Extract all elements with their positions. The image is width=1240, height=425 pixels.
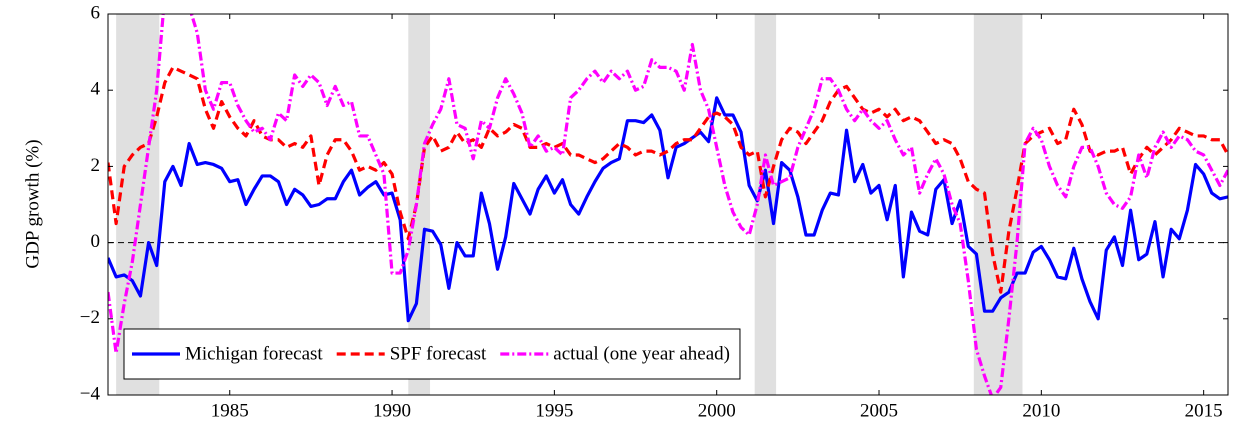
series-line <box>108 96 1228 323</box>
legend-label: Michigan forecast <box>185 343 323 364</box>
legend-label: actual (one year ahead) <box>553 343 730 364</box>
y-tick-label: 0 <box>91 231 101 252</box>
legend-label: SPF forecast <box>390 343 487 364</box>
legend-box <box>123 328 741 380</box>
y-tick-label: 6 <box>91 2 101 23</box>
legend: Michigan forecast SPF forecast actual (one… <box>123 328 741 380</box>
recession-band <box>408 14 431 395</box>
y-axis-label: GDP growth (%) <box>22 139 43 268</box>
x-tick-label: 1995 <box>535 400 573 421</box>
y-tick-label: 2 <box>91 155 101 176</box>
legend-item: actual (one year ahead) <box>500 343 730 364</box>
y-tick-label: −2 <box>80 307 100 328</box>
x-tick-label: 1990 <box>373 400 411 421</box>
x-tick-label: 2010 <box>1022 400 1060 421</box>
y-tick-label: 4 <box>91 79 101 100</box>
y-tick-label: −4 <box>80 383 101 404</box>
lines-layer <box>108 14 1228 395</box>
series-line <box>108 14 1228 395</box>
axes-layer: −4 −2 0 2 4 6 1985 1990 1995 2000 2005 2010 2015 <box>80 2 1228 421</box>
plot-frame <box>107 13 1229 396</box>
x-tick-label: 2000 <box>698 400 736 421</box>
legend-item: SPF forecast <box>336 343 487 364</box>
x-tick-label: 2015 <box>1185 400 1223 421</box>
series-line <box>108 65 1228 294</box>
x-tick-label: 2005 <box>860 400 898 421</box>
legend-item: Michigan forecast <box>132 343 323 364</box>
recession-band <box>754 14 777 395</box>
x-tick-label: 1985 <box>211 400 249 421</box>
